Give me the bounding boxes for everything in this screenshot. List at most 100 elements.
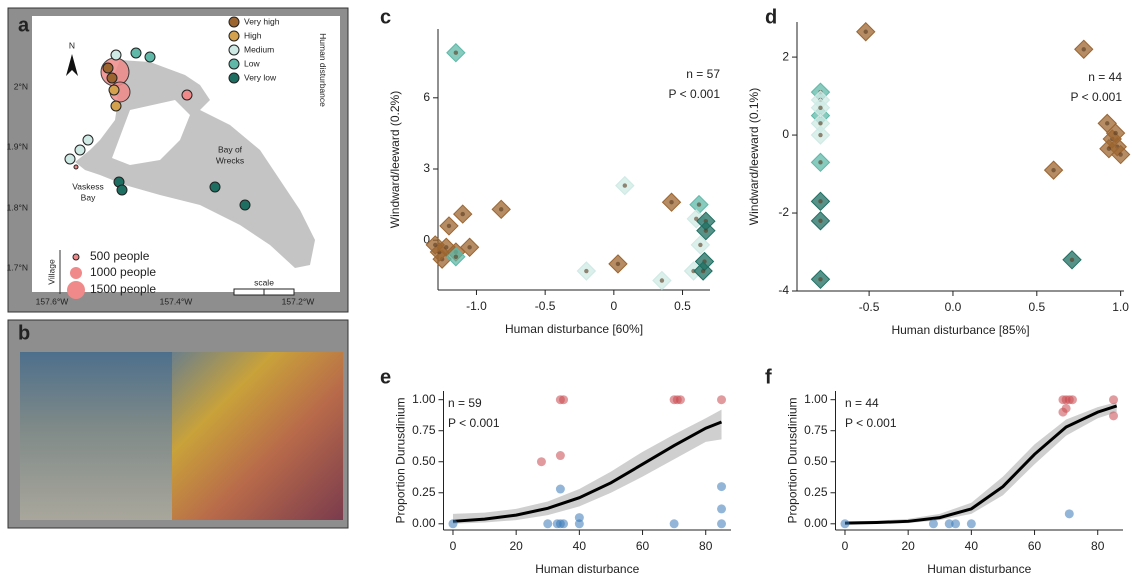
confidence-band <box>452 409 722 524</box>
point <box>717 504 727 514</box>
village-label: 500 people <box>90 249 150 263</box>
point-center <box>818 199 823 204</box>
y-tick-label: 1.00 <box>804 392 828 406</box>
legend-swatch <box>228 72 240 84</box>
y-tick-label: -4 <box>778 283 789 297</box>
fit-line <box>452 420 723 523</box>
point-center <box>863 29 868 34</box>
lon-tick: 157.4°W <box>160 296 193 306</box>
y-axis-label: Proportion Durusdinium <box>394 397 408 523</box>
lat-tick: 1.8°N <box>7 202 28 212</box>
annotation: n = 44 <box>1088 70 1122 84</box>
point-center <box>1105 121 1110 126</box>
point <box>555 451 565 461</box>
point-center <box>498 207 504 212</box>
point <box>559 519 569 529</box>
village-swatch <box>72 253 80 261</box>
village-swatch <box>67 281 85 299</box>
point-center <box>818 105 823 110</box>
site <box>209 181 221 193</box>
legend-swatch <box>228 44 240 56</box>
village-label: 1000 people <box>90 265 156 279</box>
annotation: P < 0.001 <box>845 416 897 430</box>
point <box>448 519 458 529</box>
x-tick-label: 0 <box>842 539 849 553</box>
point-center <box>698 242 703 248</box>
annotation: P < 0.001 <box>669 87 721 101</box>
legend-swatch <box>228 58 240 70</box>
point <box>944 519 954 529</box>
x-axis-label: Human disturbance [60%] <box>505 322 643 336</box>
x-tick-label: 0.5 <box>674 299 691 313</box>
legend-label: Very low <box>244 72 277 82</box>
point-center <box>1113 130 1118 136</box>
lagoon <box>112 100 190 165</box>
point-center <box>818 277 823 282</box>
point <box>1109 395 1119 405</box>
annotation: n = 57 <box>686 67 720 81</box>
x-tick-label: 80 <box>1091 539 1105 553</box>
panel-label: a <box>18 14 30 36</box>
north-arrow <box>66 54 78 76</box>
place-label: Bay <box>81 192 96 202</box>
point <box>1067 395 1077 405</box>
village-swatch <box>70 267 82 279</box>
x-tick-label: -1.0 <box>466 299 487 313</box>
point <box>543 519 553 529</box>
north-label: N <box>69 40 75 50</box>
lon-tick: 157.2°W <box>282 296 315 306</box>
lat-tick: 1.9°N <box>7 141 28 151</box>
x-tick-label: 20 <box>509 539 523 553</box>
point-center <box>615 261 621 267</box>
y-tick-label: 0.75 <box>804 423 828 437</box>
point-center <box>818 132 823 138</box>
point <box>536 457 546 467</box>
legend-title: Human disturbance <box>318 33 328 107</box>
site <box>110 49 122 61</box>
x-tick-label: 0 <box>610 299 617 313</box>
x-tick-label: 40 <box>573 539 587 553</box>
panel-label: c <box>380 6 391 28</box>
point-center <box>696 202 702 207</box>
site <box>144 51 156 63</box>
point <box>675 395 685 405</box>
point <box>1061 403 1071 413</box>
lat-tick: 1.7°N <box>7 262 28 272</box>
point <box>1109 411 1119 421</box>
point-center <box>1051 167 1056 173</box>
legend-label: Very high <box>244 16 280 26</box>
point <box>559 395 569 405</box>
point-center <box>467 245 472 250</box>
point-center <box>446 223 452 229</box>
point-center <box>818 218 823 224</box>
scale-label: scale <box>254 277 274 287</box>
y-tick-label: 0 <box>782 127 789 141</box>
site <box>102 62 114 74</box>
annotation: n = 59 <box>448 396 482 410</box>
y-tick-label: 1.00 <box>412 392 436 406</box>
place-label: Wrecks <box>216 155 244 165</box>
point <box>928 519 938 529</box>
x-tick-label: 40 <box>965 539 979 553</box>
site <box>108 84 120 96</box>
annotation: P < 0.001 <box>448 416 500 430</box>
point <box>574 519 584 529</box>
point-center <box>818 160 823 165</box>
point <box>966 519 976 529</box>
x-tick-label: 60 <box>1028 539 1042 553</box>
point-center <box>1106 146 1112 151</box>
x-tick-label: 0 <box>450 539 457 553</box>
place-label: Bay of <box>218 144 243 154</box>
legend-swatch <box>228 30 240 42</box>
point-center <box>622 183 628 188</box>
point-center <box>1118 152 1123 157</box>
panel-label: f <box>765 366 772 388</box>
y-tick-label: 2 <box>782 49 789 63</box>
site <box>110 100 122 112</box>
point-center <box>433 242 438 248</box>
legend-label: Medium <box>244 44 274 54</box>
lat-ticks: 2°N 1.9°N 1.8°N 1.7°N <box>7 81 28 272</box>
point-center <box>1081 47 1086 52</box>
x-tick-label: 20 <box>901 539 915 553</box>
lat-tick: 2°N <box>14 81 28 91</box>
